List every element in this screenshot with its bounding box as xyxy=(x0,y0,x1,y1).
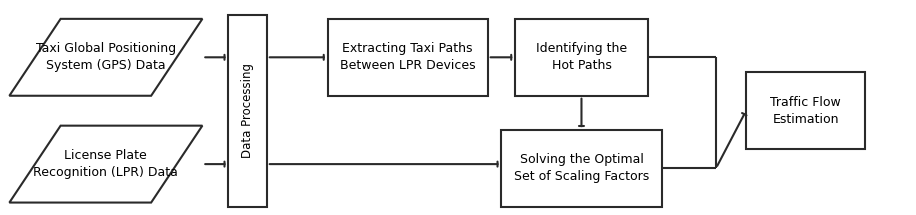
Text: License Plate
Recognition (LPR) Data: License Plate Recognition (LPR) Data xyxy=(34,149,179,179)
Polygon shape xyxy=(9,126,202,203)
Text: Taxi Global Positioning
System (GPS) Data: Taxi Global Positioning System (GPS) Dat… xyxy=(36,42,176,72)
Text: Identifying the
Hot Paths: Identifying the Hot Paths xyxy=(536,42,627,72)
Bar xyxy=(501,130,661,207)
Bar xyxy=(328,19,487,96)
Polygon shape xyxy=(9,19,202,96)
Text: Extracting Taxi Paths
Between LPR Devices: Extracting Taxi Paths Between LPR Device… xyxy=(340,42,475,72)
Text: Data Processing: Data Processing xyxy=(241,63,254,158)
Bar xyxy=(228,15,267,207)
Bar xyxy=(515,19,648,96)
Text: Traffic Flow
Estimation: Traffic Flow Estimation xyxy=(770,96,841,126)
Text: Solving the Optimal
Set of Scaling Factors: Solving the Optimal Set of Scaling Facto… xyxy=(514,153,649,183)
Bar xyxy=(747,72,865,149)
